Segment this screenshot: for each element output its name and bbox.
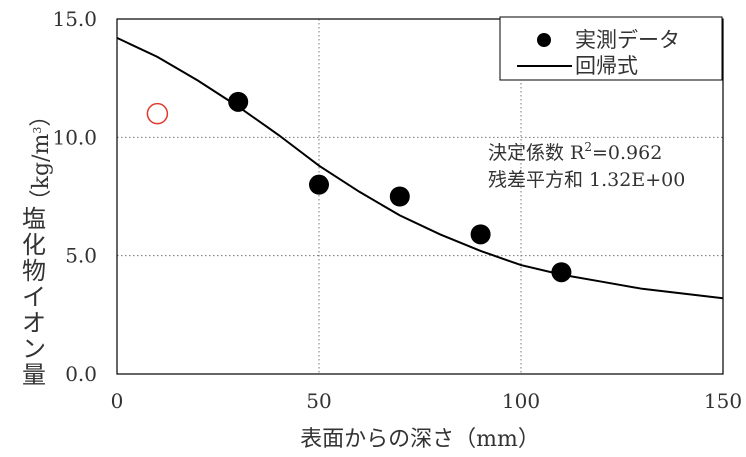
annotation-residual: 残差平方和 1.32E+00 xyxy=(488,169,685,191)
regression-line xyxy=(116,36,724,300)
x-tick-label: 150 xyxy=(704,389,742,413)
y-tick-label: 10.0 xyxy=(52,125,97,149)
y-axis-title-char: 化 xyxy=(22,231,46,259)
x-tick-labels: 0 50 100 150 xyxy=(111,389,742,413)
measured-points xyxy=(228,91,572,283)
data-point xyxy=(228,91,249,112)
data-point xyxy=(551,262,572,283)
y-axis-title-char: 量 xyxy=(22,361,46,389)
legend-label-regression: 回帰式 xyxy=(575,54,638,78)
y-axis-title-char: ン xyxy=(22,335,46,363)
y-tick-label: 5.0 xyxy=(65,244,97,268)
legend-box xyxy=(499,16,723,81)
legend-marker-measured xyxy=(537,33,551,47)
y-axis-title-char: イ xyxy=(22,283,46,311)
y-axis-title-char: 塩 xyxy=(22,205,46,233)
data-point xyxy=(389,186,410,207)
data-point xyxy=(309,174,329,195)
grid-lines xyxy=(117,19,723,374)
x-tick-label: 100 xyxy=(502,389,540,413)
y-tick-label: 0.0 xyxy=(65,362,97,386)
legend: 実測データ 回帰式 xyxy=(499,16,723,81)
y-tick-labels: 0.0 5.0 10.0 15.0 xyxy=(52,7,97,386)
data-point xyxy=(470,224,491,245)
red-open-marker xyxy=(146,102,169,125)
x-axis-title: 表面からの深さ（mm） xyxy=(300,427,540,452)
y-axis-unit: （kg/m3） xyxy=(29,105,54,212)
y-tick-label: 15.0 xyxy=(52,7,97,31)
plot-frame xyxy=(116,18,724,375)
annotation-r2: 決定係数 R2=0.962 xyxy=(488,140,662,164)
legend-label-measured: 実測データ xyxy=(575,28,680,52)
y-axis-title-char: 物 xyxy=(22,257,46,285)
x-tick-label: 50 xyxy=(306,389,331,413)
x-tick-label: 0 xyxy=(111,389,124,413)
y-axis-title-char: オ xyxy=(22,309,46,337)
